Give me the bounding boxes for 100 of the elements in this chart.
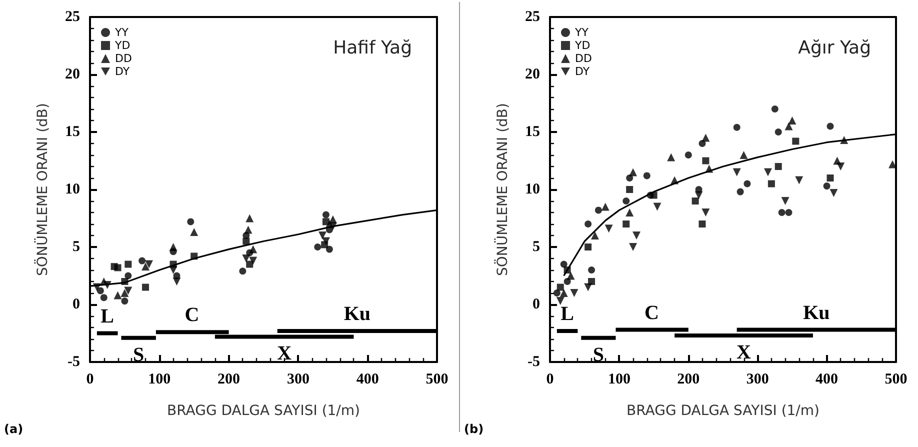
x-tick-label: 100 [148, 372, 171, 388]
x-axis-title: BRAGG DALGA SAYISI (1/m) [167, 403, 360, 419]
point [314, 244, 322, 250]
point [246, 260, 254, 268]
x-tick-label: 400 [816, 372, 838, 388]
point [322, 237, 330, 246]
x-tick-label: 300 [286, 372, 310, 388]
y-tick-label: 25 [65, 9, 80, 25]
point [144, 260, 153, 268]
y-tick-label: 20 [65, 66, 80, 82]
point [328, 222, 337, 230]
point [242, 238, 250, 245]
text: Ağır Yağ [798, 38, 872, 58]
point [826, 174, 834, 182]
point [792, 138, 800, 145]
point [826, 122, 834, 130]
point [322, 211, 330, 218]
annotation: X [736, 342, 752, 364]
y-tick-label: 0 [72, 296, 80, 312]
point [172, 278, 181, 286]
legend-label: DY [575, 65, 590, 78]
legend-label: DD [115, 52, 132, 65]
point [100, 294, 108, 302]
point [626, 208, 634, 216]
point [629, 243, 638, 251]
point [823, 182, 830, 190]
point [694, 191, 703, 200]
annotation: L [100, 305, 114, 328]
point [650, 192, 658, 199]
point [830, 188, 838, 197]
point [244, 226, 252, 234]
point [840, 136, 848, 144]
point [588, 266, 596, 274]
point [702, 157, 710, 164]
point [744, 180, 751, 188]
point [190, 252, 198, 260]
point [187, 218, 194, 226]
point [643, 172, 650, 180]
legend-label: DD [575, 52, 592, 65]
annotation: X [277, 342, 292, 365]
point [560, 289, 568, 297]
point [702, 134, 710, 142]
point [96, 287, 104, 294]
annotation: C [184, 304, 200, 326]
x-axis-title: BRAGG DALGA SAYISI (1/m) [626, 403, 820, 419]
point [570, 289, 578, 297]
y-tick-label: 15 [65, 124, 80, 140]
x-tick-label: 500 [884, 372, 908, 388]
point [732, 168, 741, 176]
point [771, 106, 778, 112]
legend-label: YY [114, 26, 129, 39]
annotation: S [592, 344, 604, 366]
point [124, 260, 132, 268]
y-axis-title: SÖNÜMLEME ORANI (dB) [34, 103, 51, 276]
point [138, 257, 146, 264]
point [774, 163, 782, 170]
x-tick-label: 0 [86, 372, 94, 388]
annotation: C [644, 302, 659, 324]
point [788, 116, 796, 124]
point [169, 243, 178, 251]
y-tick-label: 20 [525, 66, 540, 82]
point [629, 168, 638, 176]
point [121, 278, 128, 285]
point [584, 220, 592, 228]
point [318, 232, 326, 240]
y-tick-label: 0 [532, 296, 540, 312]
point [190, 228, 198, 236]
y-axis-title: SÖNÜMLEME ORANI (dB) [494, 103, 511, 276]
point [249, 245, 258, 254]
point [653, 202, 662, 211]
point [169, 266, 178, 274]
point [239, 268, 246, 275]
x-tick-label: 100 [608, 372, 630, 388]
point [326, 246, 333, 253]
x-tick-label: 200 [218, 372, 240, 388]
x-tick-label: 400 [356, 372, 379, 388]
annotation: Ku [344, 302, 371, 325]
point [114, 291, 122, 300]
x-tick-label: 300 [746, 372, 769, 388]
legend-label: YD [574, 39, 590, 52]
point [584, 283, 592, 292]
point [556, 297, 564, 306]
point [740, 151, 748, 159]
y-tick-label: 15 [525, 124, 540, 140]
x-tick-label: 500 [426, 372, 448, 388]
point [702, 208, 710, 216]
point [698, 220, 706, 228]
point [795, 176, 804, 184]
point [768, 180, 775, 188]
point [774, 128, 782, 136]
point [667, 153, 676, 162]
point [692, 198, 699, 204]
point [626, 186, 634, 193]
point [784, 122, 793, 130]
text: (a) [4, 422, 24, 436]
annotation: Ku [803, 302, 830, 324]
point [121, 298, 128, 305]
point [120, 289, 129, 297]
point [584, 244, 592, 250]
y-tick-label: 10 [65, 182, 80, 198]
